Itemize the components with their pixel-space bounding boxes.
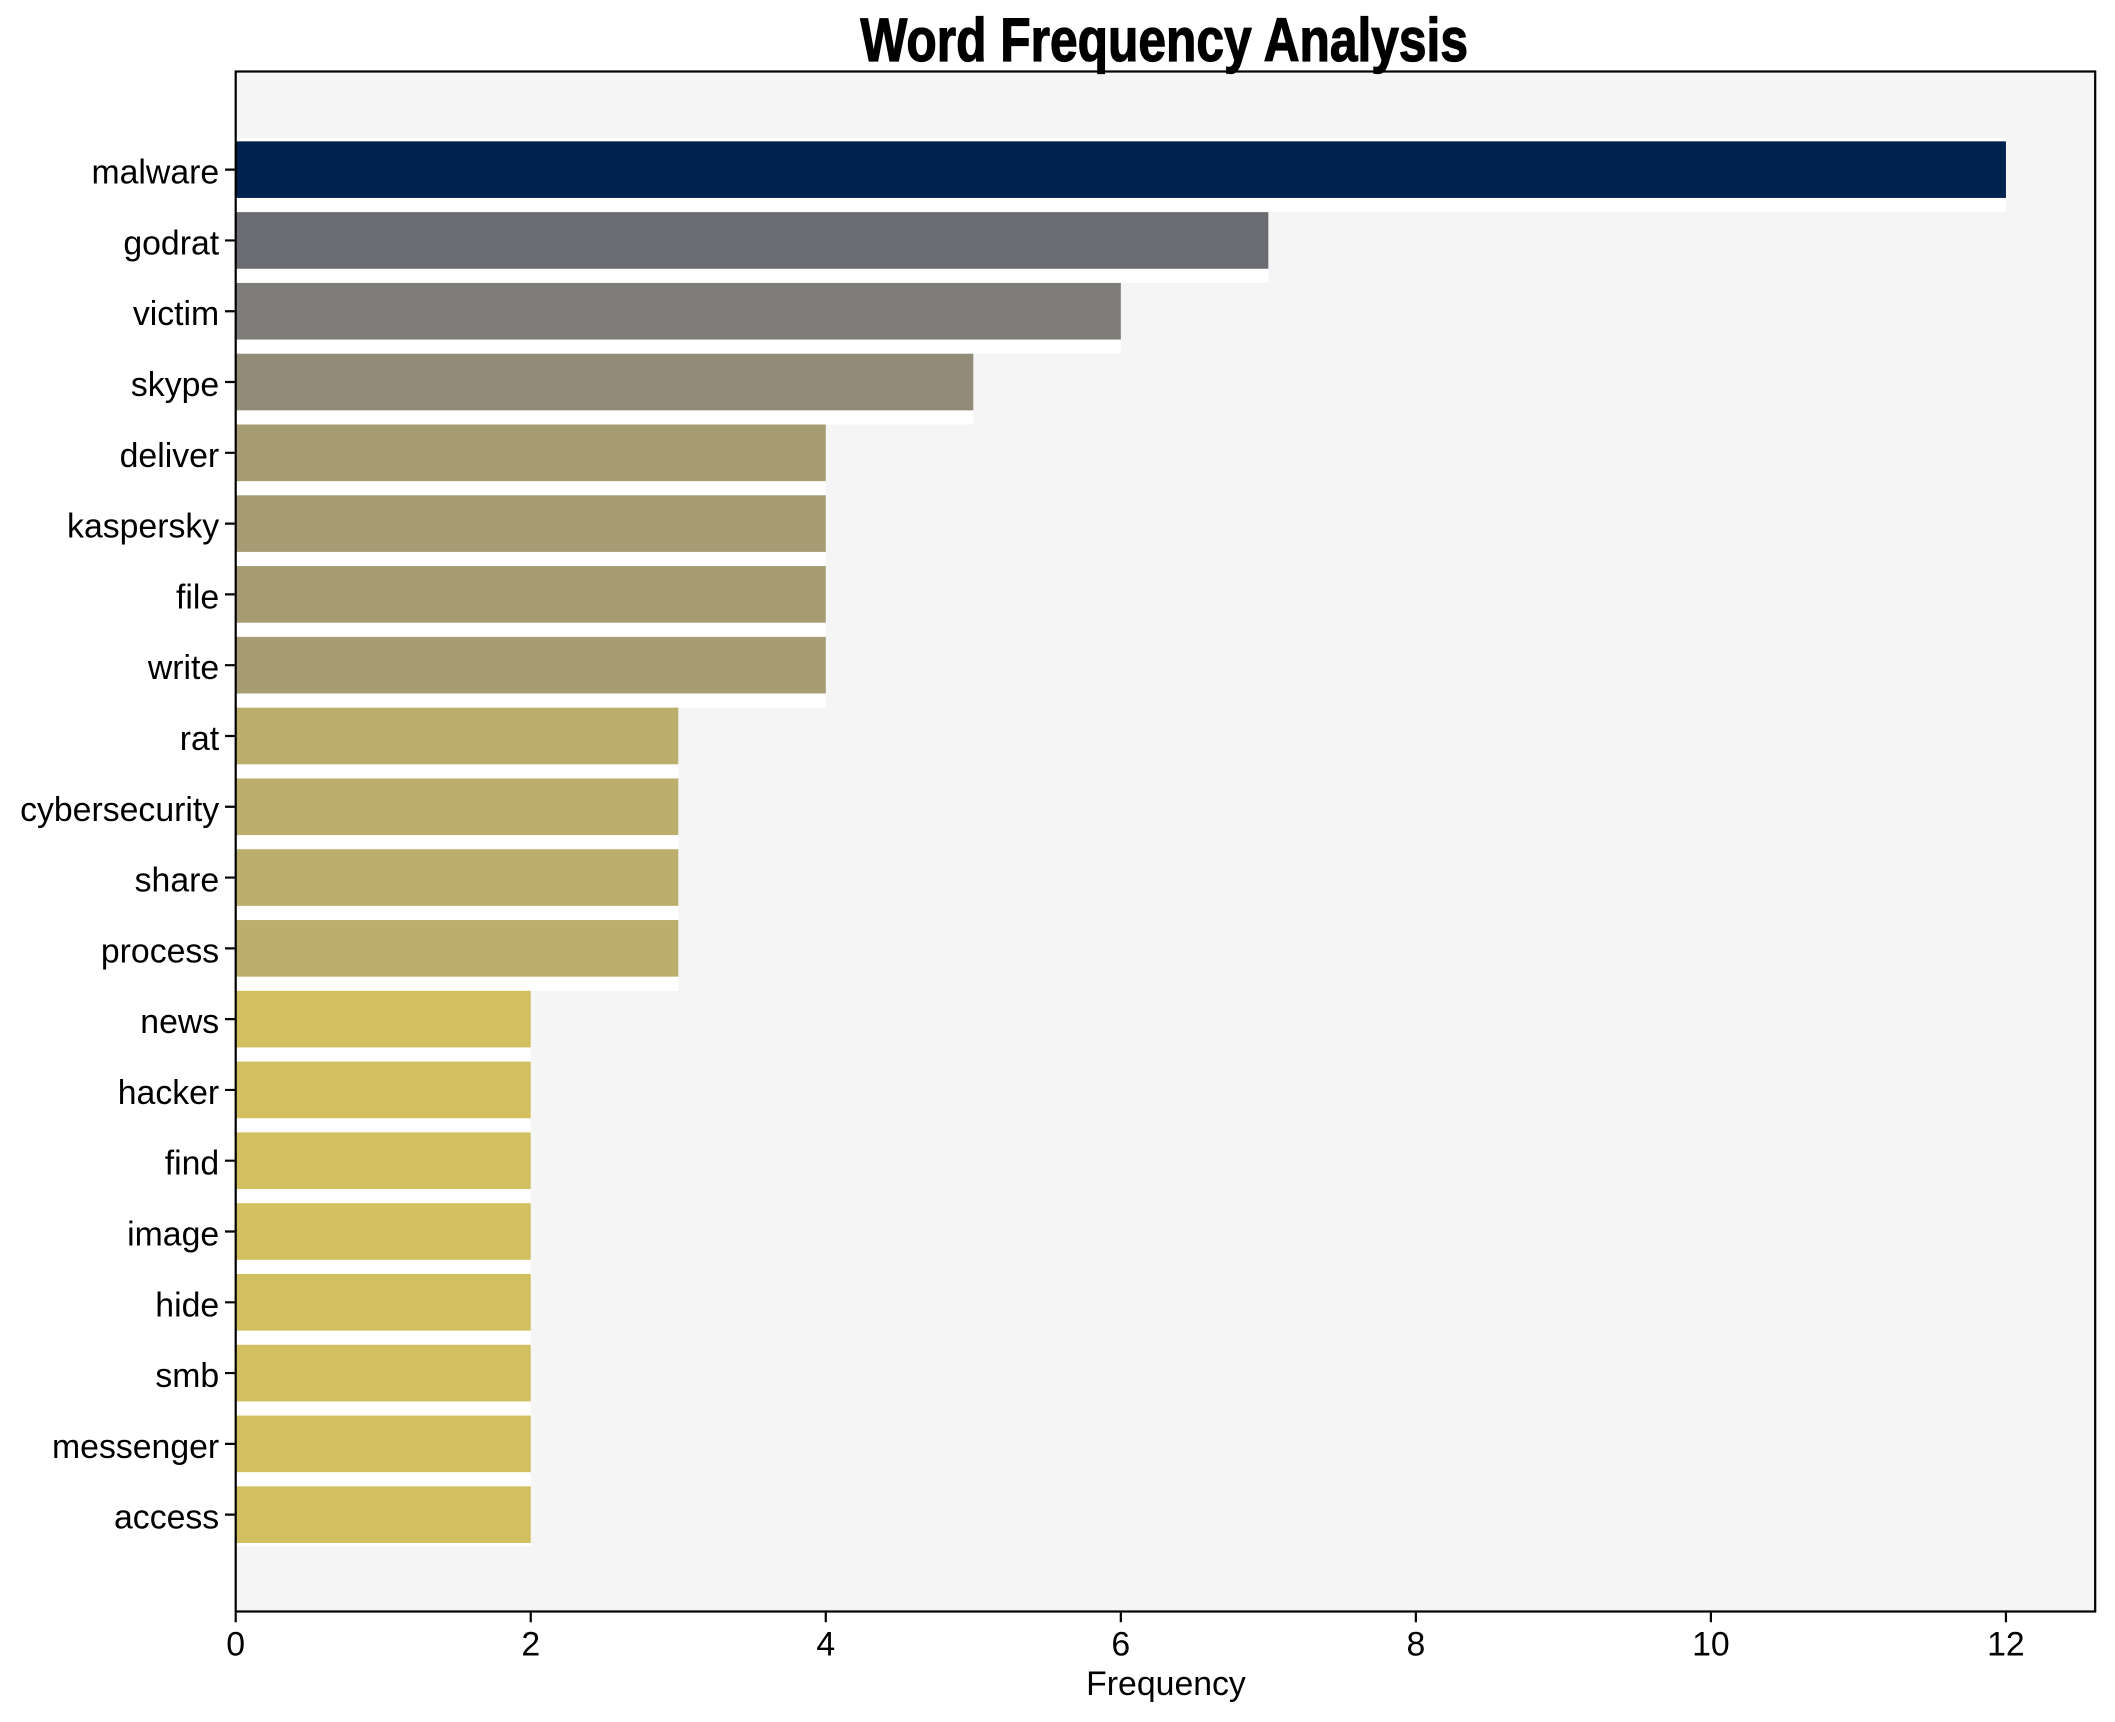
- svg-text:2: 2: [521, 1626, 540, 1664]
- svg-text:file: file: [176, 578, 219, 616]
- svg-text:share: share: [135, 862, 220, 900]
- svg-text:access: access: [114, 1499, 219, 1537]
- svg-text:skype: skype: [131, 366, 219, 404]
- svg-text:deliver: deliver: [120, 437, 220, 475]
- svg-text:messenger: messenger: [52, 1428, 219, 1466]
- svg-text:12: 12: [1987, 1626, 2025, 1664]
- svg-text:cybersecurity: cybersecurity: [20, 791, 219, 829]
- svg-text:6: 6: [1111, 1626, 1130, 1664]
- svg-text:malware: malware: [91, 154, 219, 192]
- svg-text:write: write: [147, 649, 219, 687]
- svg-text:kaspersky: kaspersky: [67, 508, 219, 546]
- svg-text:Word Frequency Analysis: Word Frequency Analysis: [860, 6, 1468, 75]
- svg-text:hacker: hacker: [118, 1074, 219, 1112]
- svg-text:godrat: godrat: [123, 224, 219, 262]
- svg-text:news: news: [140, 1003, 219, 1041]
- svg-text:8: 8: [1406, 1626, 1425, 1664]
- svg-text:process: process: [101, 932, 219, 970]
- svg-text:hide: hide: [155, 1286, 219, 1324]
- svg-text:victim: victim: [133, 295, 219, 333]
- svg-text:4: 4: [816, 1626, 835, 1664]
- svg-text:10: 10: [1692, 1626, 1730, 1664]
- svg-text:find: find: [165, 1145, 220, 1183]
- svg-text:image: image: [127, 1216, 219, 1254]
- svg-text:rat: rat: [180, 720, 220, 758]
- svg-text:0: 0: [226, 1626, 245, 1664]
- svg-text:smb: smb: [155, 1357, 219, 1395]
- svg-text:Frequency: Frequency: [1086, 1665, 1246, 1703]
